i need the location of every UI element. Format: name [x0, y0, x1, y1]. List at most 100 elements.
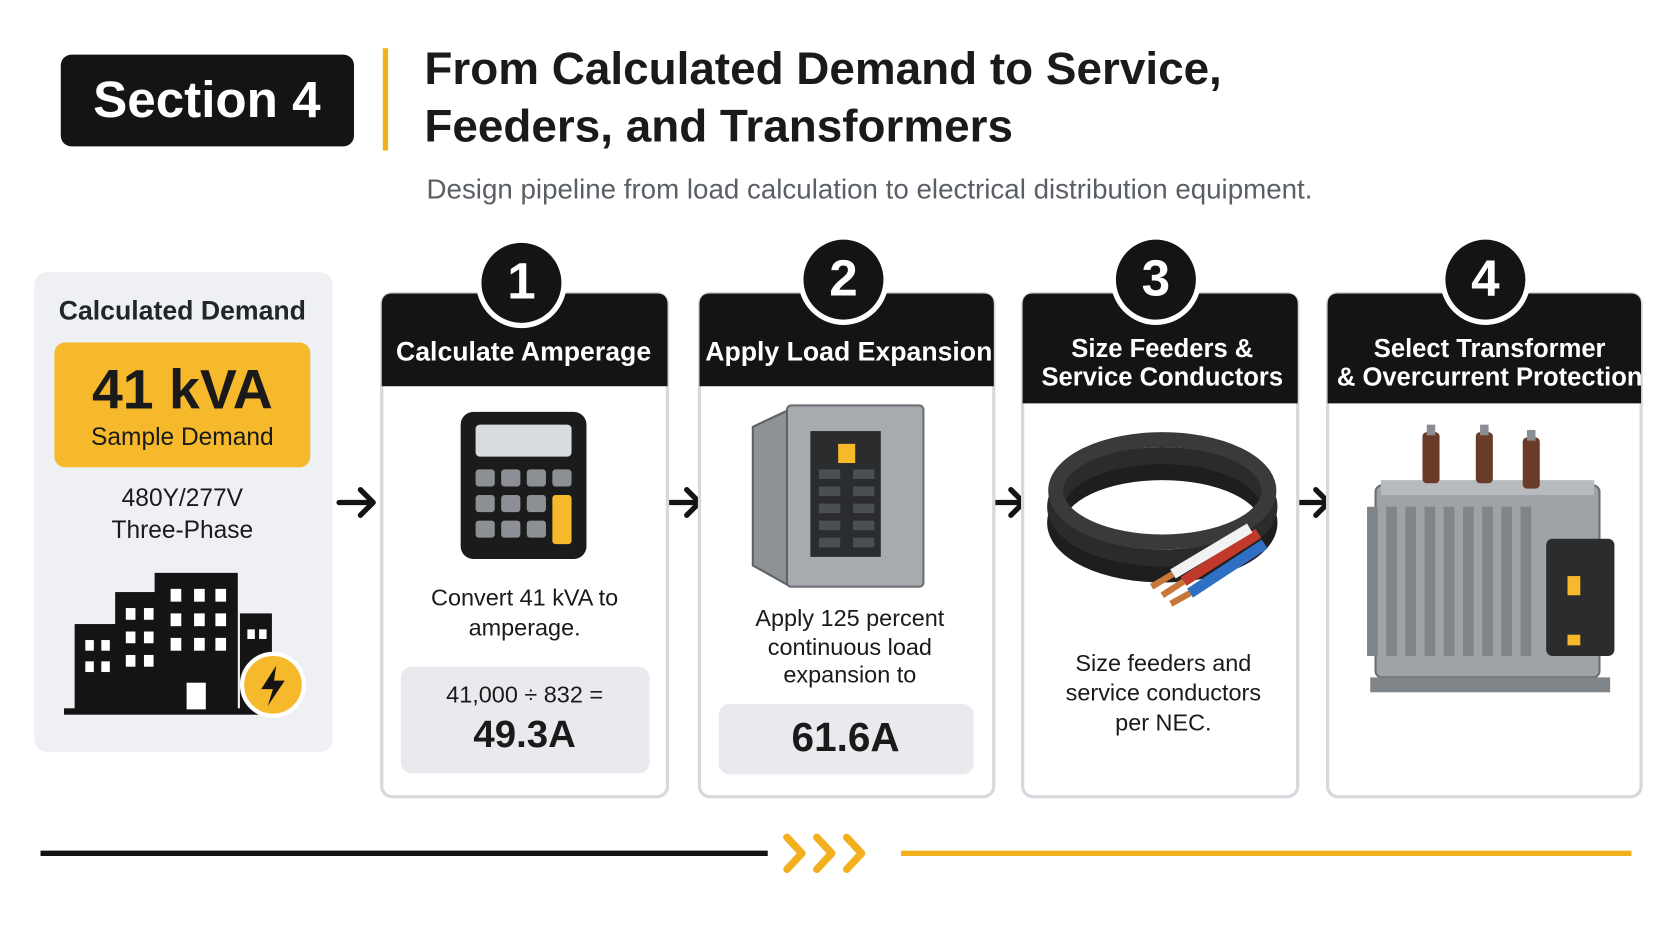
progress-line-part — [783, 833, 866, 874]
building-icon-part — [85, 588, 267, 710]
result: 49.3A — [473, 713, 575, 756]
building-icon-part-part — [125, 654, 136, 667]
transformer-icon-part-part — [1501, 506, 1513, 657]
building-icon-part-part — [194, 637, 205, 651]
demand-label: Sample Demand — [91, 424, 274, 451]
subtitle: Design pipeline from load calculation to… — [427, 173, 1313, 204]
step-card-part — [381, 293, 668, 387]
building-icon-part-part — [85, 640, 94, 651]
cable-icon-part — [1170, 523, 1253, 579]
transformer-icon-part — [1426, 424, 1536, 441]
building-icon-part-part — [170, 637, 182, 651]
flow-arrows-part — [336, 487, 376, 518]
title-line: Feeders, and Transformers — [424, 99, 1013, 151]
result: 61.6A — [792, 714, 900, 760]
building-icon-part-part — [186, 682, 206, 710]
cable-icon-part — [1149, 571, 1192, 607]
flow-arrows-part — [1292, 487, 1332, 518]
building-icon-part-part — [101, 640, 110, 651]
transformer-icon — [1367, 424, 1615, 693]
transformer-icon-part-part — [1443, 506, 1455, 657]
result-box — [718, 704, 974, 775]
section-badge — [60, 54, 355, 147]
flow-arrows-part — [989, 487, 1027, 518]
transformer-icon-part-part — [1475, 432, 1493, 484]
step-number: 2 — [829, 249, 857, 306]
panel-icon-part-part — [818, 503, 841, 514]
calculator-icon-part-part — [475, 469, 495, 487]
step-card-part — [1110, 234, 1202, 325]
voltage: 480Y/277V — [122, 485, 244, 512]
transformer-icon-part-part — [1422, 432, 1440, 484]
demand-title: Calculated Demand — [59, 296, 306, 326]
building-icon-part-part — [259, 629, 267, 639]
calculator-icon-part-part — [475, 495, 495, 513]
step-description: expansion to — [783, 661, 916, 687]
calculator-icon-part — [475, 424, 572, 457]
panel-icon-part-part — [818, 520, 841, 531]
building-icon-part-part — [125, 631, 136, 644]
step-number: 4 — [1471, 249, 1500, 306]
panel-icon-part-part — [818, 486, 841, 497]
step-title: Apply Load Expansion — [705, 336, 992, 366]
transformer-icon-part-part — [1480, 424, 1489, 436]
step-description: Size feeders and — [1075, 650, 1251, 676]
panel-icon-part-part — [818, 469, 841, 480]
calculator-icon-part-part — [526, 520, 546, 538]
transformer-icon-part — [1546, 538, 1615, 657]
step-card-part — [1327, 293, 1642, 404]
transformer-icon-part-part — [1482, 506, 1493, 657]
step-card-part — [1440, 234, 1531, 325]
transformer-icon-part — [1367, 506, 1532, 657]
calculator-icon-part-part — [501, 469, 521, 487]
calculator-icon-part-part — [552, 469, 572, 487]
calculator-icon-part-part — [501, 520, 521, 538]
building-icon-part-part — [101, 661, 110, 673]
step-card-part — [1022, 293, 1298, 404]
building-icon-part-part — [143, 654, 154, 667]
accent-bar — [382, 48, 389, 151]
building-icon-part-part — [215, 588, 227, 602]
panel-icon-part — [818, 469, 875, 548]
calculator-icon-part-part — [475, 520, 495, 538]
cable-icon-part — [1048, 432, 1277, 550]
cable-icon — [1047, 432, 1278, 607]
panel-icon-part-part — [853, 537, 875, 548]
flow-arrows-part — [662, 487, 703, 518]
step-card-part — [699, 293, 994, 387]
building-icon-part — [74, 624, 120, 712]
step-number: 3 — [1142, 249, 1170, 306]
transformer-icon-part-part — [1520, 506, 1532, 657]
step-description: amperage. — [469, 615, 581, 641]
building-icon-part-part — [143, 608, 154, 620]
building-icon — [63, 572, 307, 718]
demand-value: 41 kVA — [92, 358, 273, 420]
transformer-icon-part — [1567, 634, 1581, 646]
panel-icon-part — [838, 443, 856, 464]
transformer-icon-part-part — [1522, 437, 1540, 489]
building-icon-part-part — [215, 637, 227, 651]
step-description: continuous load — [768, 634, 932, 660]
transformer-icon-part — [1567, 576, 1581, 596]
building-icon-part-part — [85, 661, 94, 673]
panel-icon-part-part — [853, 503, 875, 514]
panel-icon-part-part — [853, 486, 875, 497]
building-icon-part-part — [143, 631, 154, 644]
result-box — [400, 666, 650, 774]
phase: Three-Phase — [111, 517, 253, 544]
step-title: Size Feeders & — [1071, 335, 1253, 363]
step-description: per NEC. — [1115, 709, 1211, 735]
panel-icon-part-part — [818, 537, 841, 548]
panel-icon-part — [751, 409, 789, 587]
building-icon-part — [261, 665, 285, 707]
transformer-icon-part-part — [1424, 506, 1436, 657]
step-title: Calculate Amperage — [396, 336, 651, 366]
calculator-icon-part-part — [526, 495, 546, 513]
building-icon-part-part — [170, 613, 182, 627]
demand-box — [54, 342, 311, 468]
transformer-icon-part-part — [1426, 424, 1436, 436]
calculator-icon-part-part — [501, 495, 521, 513]
badge-text: Section 4 — [93, 71, 321, 128]
calculator-icon — [460, 411, 587, 560]
